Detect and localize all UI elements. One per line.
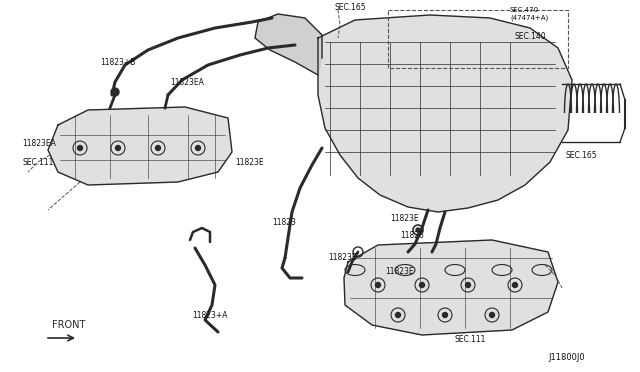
Circle shape — [416, 228, 420, 232]
Text: 11823E: 11823E — [235, 157, 264, 167]
Text: SEC.111: SEC.111 — [455, 336, 486, 344]
Text: 11823+A: 11823+A — [192, 311, 227, 321]
Circle shape — [376, 282, 381, 288]
Circle shape — [465, 282, 470, 288]
Circle shape — [396, 312, 401, 317]
Text: 11823E: 11823E — [328, 253, 356, 263]
Circle shape — [111, 88, 119, 96]
Text: SEC.140: SEC.140 — [515, 32, 547, 41]
Polygon shape — [344, 240, 558, 335]
Circle shape — [419, 282, 424, 288]
Text: 11823EA: 11823EA — [22, 138, 56, 148]
Text: SEC.165: SEC.165 — [335, 3, 367, 12]
Polygon shape — [318, 15, 572, 212]
Text: J11800J0: J11800J0 — [548, 353, 584, 362]
Polygon shape — [255, 14, 322, 75]
Text: 11823EA: 11823EA — [170, 77, 204, 87]
Text: 11823E: 11823E — [390, 214, 419, 222]
Text: SEC.165: SEC.165 — [566, 151, 598, 160]
Circle shape — [442, 312, 447, 317]
Text: 11823: 11823 — [272, 218, 296, 227]
Text: FRONT: FRONT — [52, 320, 85, 330]
Text: 11823+B: 11823+B — [100, 58, 136, 67]
Text: SEC.470
(47474+A): SEC.470 (47474+A) — [510, 7, 548, 21]
Circle shape — [490, 312, 495, 317]
Polygon shape — [48, 107, 232, 185]
Circle shape — [77, 145, 83, 151]
Circle shape — [195, 145, 200, 151]
Circle shape — [513, 282, 518, 288]
Text: SEC.111: SEC.111 — [22, 157, 53, 167]
Text: 11826: 11826 — [400, 231, 424, 240]
Text: 11823E: 11823E — [385, 267, 413, 276]
Circle shape — [115, 145, 120, 151]
Circle shape — [156, 145, 161, 151]
